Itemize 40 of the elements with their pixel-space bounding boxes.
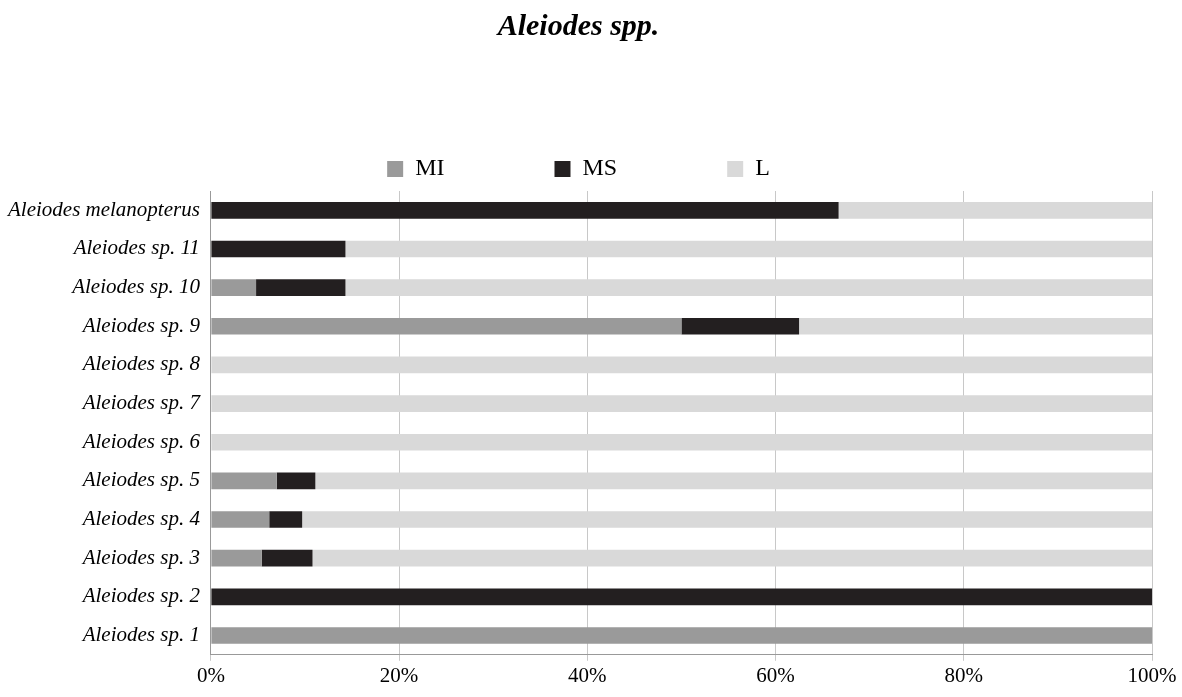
bar (211, 395, 1152, 412)
bar (838, 201, 1152, 219)
y-tick-label: Aleiodes sp. 1 (80, 621, 200, 646)
x-tick-label: 100% (1127, 662, 1177, 687)
y-tick-label: Aleiodes sp. 9 (80, 312, 201, 337)
bar (211, 588, 1152, 606)
y-tick-label: Aleiodes sp. 2 (80, 583, 201, 608)
chart-title: Aleiodes spp. (495, 7, 660, 41)
bar (269, 511, 303, 528)
y-tick-label: Aleiodes sp. 6 (80, 428, 201, 453)
legend-label: MS (582, 154, 618, 181)
bar (211, 433, 1152, 451)
x-tick-label: 40% (568, 662, 607, 687)
y-tick-label: Aleiodes sp. 7 (80, 390, 202, 415)
x-tick-label: 20% (379, 662, 419, 687)
bar (211, 201, 839, 219)
y-tick-label: Aleiodes sp. 5 (80, 467, 200, 492)
bar (315, 472, 1152, 490)
x-tick-label: 80% (944, 662, 984, 687)
y-tick-label: Aleiodes sp. 3 (80, 544, 200, 569)
bar (302, 511, 1152, 528)
y-tick-label: Aleiodes sp. 4 (80, 506, 201, 531)
x-tick-label: 60% (756, 662, 795, 687)
legend-label: MI (415, 154, 445, 181)
legend-label: L (755, 154, 770, 181)
bar (345, 240, 1152, 258)
bar (211, 356, 1152, 374)
bar (681, 317, 800, 335)
bar (261, 549, 313, 567)
y-tick-label: Aleiodes sp. 8 (80, 351, 201, 376)
y-tick-label: Aleiodes melanopterus (5, 196, 200, 221)
y-tick-label: Aleiodes sp. 10 (70, 274, 201, 299)
bar (256, 279, 346, 296)
bar (312, 549, 1152, 567)
bar (211, 240, 346, 258)
x-tick-label: 0% (196, 662, 225, 687)
y-tick-label: Aleiodes sp. 11 (71, 235, 200, 260)
bar (799, 317, 1152, 335)
bar (345, 279, 1152, 296)
bar (276, 472, 316, 490)
